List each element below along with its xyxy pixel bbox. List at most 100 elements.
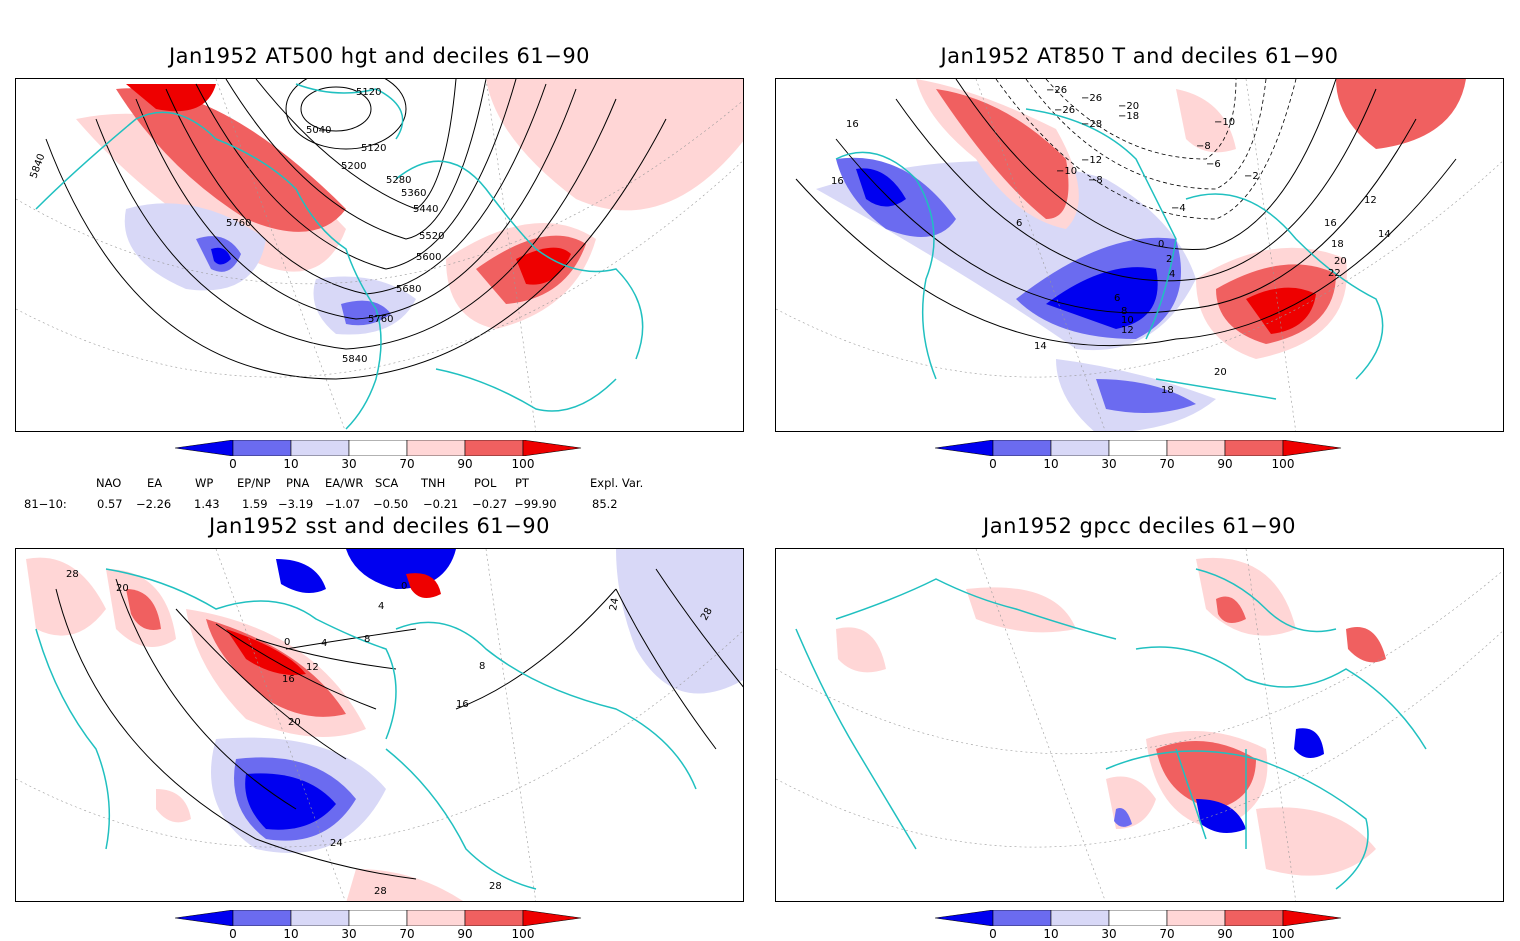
map-panel-hgt: 5120 5040 5120 5200 5280 5360 5440 5520 …: [15, 78, 744, 432]
contour-label: −10: [1056, 166, 1077, 177]
map-panel-sst: 28 20 0 4 8 12 16 20 24 28 28 24 28 16 8…: [15, 548, 744, 902]
contour-label: 14: [1034, 341, 1047, 352]
contour-label: 5280: [386, 175, 411, 186]
index-header: Expl. Var.: [590, 476, 644, 490]
anomaly-region: [26, 557, 106, 636]
index-value: −3.19: [278, 497, 314, 511]
colorbar-tick-label: 90: [457, 927, 473, 941]
map-panel-t850: 16 16 −26 −26 −26 −20 −28 −18 −10 −12 −1…: [775, 78, 1504, 432]
contour-label: 0: [284, 637, 290, 648]
colorbar-tick-label: 90: [457, 457, 473, 471]
colorbar-swatch: [1050, 439, 1110, 457]
map-sst-svg: 28 20 0 4 8 12 16 20 24 28 28 24 28 16 8…: [16, 549, 743, 901]
colorbar-tick-label: 10: [1043, 457, 1059, 471]
index-value: −1.07: [325, 497, 361, 511]
contour-label: 20: [288, 717, 301, 728]
contour-label: −26: [1046, 85, 1067, 96]
contour-label: 18: [1161, 385, 1174, 396]
contour-label: 5360: [401, 188, 426, 199]
index-header: TNH: [421, 476, 446, 490]
contour-label: 5600: [416, 252, 441, 263]
anomaly-region: [936, 89, 1069, 219]
colorbar-swatch: [406, 439, 466, 457]
colorbar-tick-label: 10: [283, 927, 299, 941]
index-row-label: 81−10:: [24, 497, 67, 511]
contour-label: 20: [1214, 367, 1227, 378]
colorbar-tick-label: 0: [989, 457, 997, 471]
map-panel-gpcc: [775, 548, 1504, 902]
anomaly-region: [1346, 627, 1386, 663]
colorbar-tick-label: 70: [399, 457, 415, 471]
contour-label: 14: [1378, 229, 1391, 240]
index-header: EA/WR: [325, 476, 364, 490]
anomaly-region: [1336, 79, 1466, 149]
anomaly-region: [1176, 89, 1236, 153]
contour-label: 20: [1334, 256, 1347, 267]
contour-label: 4: [1169, 269, 1175, 280]
map-t850-svg: 16 16 −26 −26 −26 −20 −28 −18 −10 −12 −1…: [776, 79, 1503, 431]
colorbar-swatch: [290, 909, 350, 927]
colorbar-tick-label: 0: [229, 457, 237, 471]
contour-label: 12: [1364, 195, 1377, 206]
contour-label: 5760: [226, 218, 251, 229]
colorbar-tick-label: 0: [229, 927, 237, 941]
colorbar-swatch: [290, 439, 350, 457]
contour-label: 5040: [306, 125, 331, 136]
panel-title-gpcc: Jan1952 gpcc deciles 61−90: [983, 514, 1296, 538]
anomaly-region: [616, 549, 743, 694]
index-value: 0.57: [97, 497, 123, 511]
colorbar-swatch: [934, 439, 994, 457]
index-value: 85.2: [592, 497, 618, 511]
contour-label: 12: [1121, 325, 1134, 336]
contour-label: 16: [846, 119, 859, 130]
colorbar-4: 0 10 30 70 90 100: [934, 909, 1345, 941]
index-value: −0.21: [423, 497, 459, 511]
colorbar-swatch: [1050, 909, 1110, 927]
contour-label: −28: [1081, 119, 1102, 130]
index-value: −0.50: [373, 497, 409, 511]
anomaly-region: [1216, 596, 1246, 623]
colorbar-tick-label: 100: [1271, 457, 1295, 471]
colorbar-swatch: [992, 439, 1052, 457]
anomaly-region: [1114, 808, 1132, 827]
index-header: EP/NP: [237, 476, 271, 490]
anomaly-region: [245, 773, 336, 830]
colorbar-swatch: [348, 439, 408, 457]
colorbar-tick-label: 30: [1101, 927, 1117, 941]
contour-label: 16: [1324, 218, 1337, 229]
anomaly-region: [226, 629, 306, 675]
colorbar-1: 0 10 30 70 90 100: [174, 439, 585, 474]
contour-label: −18: [1118, 111, 1139, 122]
index-value: −0.27: [472, 497, 508, 511]
contour-label: 22: [1328, 268, 1341, 279]
colorbar-swatch: [522, 909, 582, 927]
contour-label: 8: [479, 661, 485, 672]
contour-label: 0: [401, 581, 407, 592]
contour-label: −8: [1196, 141, 1211, 152]
panel-title-hgt: Jan1952 AT500 hgt and deciles 61−90: [168, 44, 591, 68]
index-header: PT: [515, 476, 529, 490]
colorbar-swatch: [464, 439, 524, 457]
anomaly-region: [1156, 741, 1256, 809]
contour-label: −4: [1171, 203, 1186, 214]
contour-label: 28: [374, 886, 387, 897]
anomaly-region: [276, 559, 326, 593]
colorbar-swatch: [232, 439, 292, 457]
colorbar-swatch: [348, 909, 408, 927]
contour-label: 24: [608, 597, 621, 611]
contour-label: 28: [66, 569, 79, 580]
contour-label: 6: [1016, 218, 1022, 229]
index-header: PNA: [286, 476, 310, 490]
panel-title-t850: Jan1952 AT850 T and deciles 61−90: [940, 44, 1339, 68]
colorbar-swatch: [1224, 439, 1284, 457]
contour-label: 6: [1114, 293, 1120, 304]
colorbar-swatch: [232, 909, 292, 927]
contour-label: 5200: [341, 161, 366, 172]
contour-label: 20: [116, 583, 129, 594]
colorbar-tick-label: 0: [989, 927, 997, 941]
contour-label: 8: [1121, 306, 1127, 317]
colorbar-swatch: [522, 439, 582, 457]
anomaly-region: [126, 84, 216, 112]
index-value: −2.26: [136, 497, 172, 511]
anomaly-region: [1196, 799, 1246, 833]
